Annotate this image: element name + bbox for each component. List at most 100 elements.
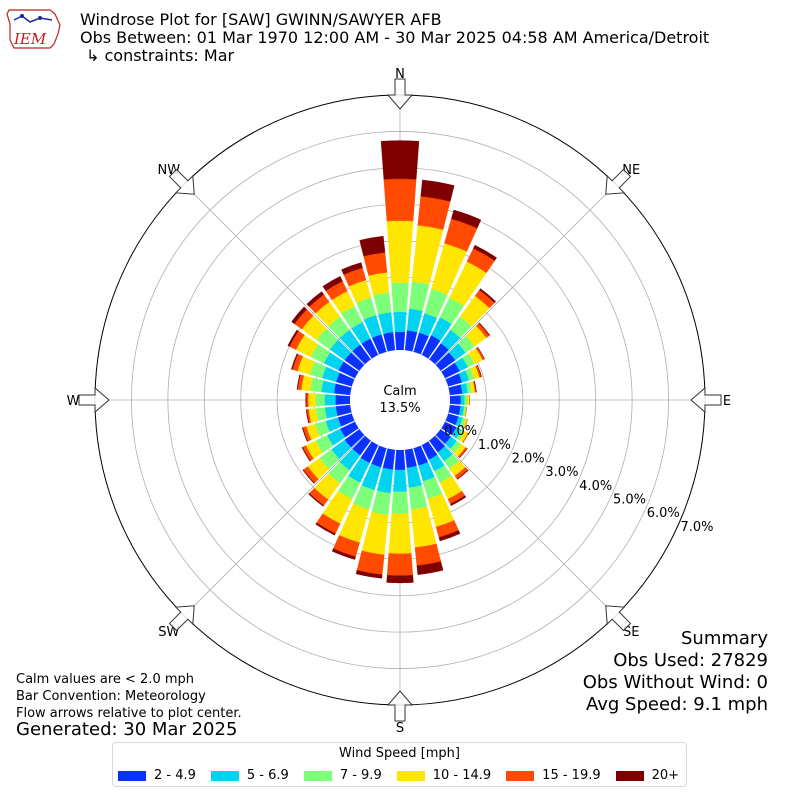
grid-spoke xyxy=(435,435,616,616)
grid-spoke xyxy=(184,184,365,365)
windrose-bar-180-1 xyxy=(393,469,407,493)
compass-label-se: SE xyxy=(623,625,639,640)
grid-spoke xyxy=(435,184,616,365)
calm-note: Calm values are < 2.0 mph xyxy=(16,672,195,687)
windrose-bar-270-3 xyxy=(307,393,316,407)
windrose-bar-280-5 xyxy=(296,374,301,390)
windrose-bar-260-5 xyxy=(305,409,310,424)
flow-arrow-sw xyxy=(168,605,195,632)
windrose-bar-40-5 xyxy=(479,288,497,303)
windrose-bar-240-5 xyxy=(301,446,311,462)
legend-label: 7 - 9.9 xyxy=(339,768,382,783)
legend-item-2: 7 - 9.9 xyxy=(303,768,382,783)
windrose-bar-340-5 xyxy=(341,262,363,275)
compass-label-w: W xyxy=(67,394,80,409)
windrose-bar-150-5 xyxy=(450,495,467,506)
radial-tick-label: 0.0% xyxy=(444,424,477,439)
windrose-bar-170-2 xyxy=(408,485,428,510)
legend-label: 20+ xyxy=(651,768,680,783)
flow-arrow-e xyxy=(690,386,722,414)
windrose-bar-0-3 xyxy=(386,220,414,284)
windrose-bar-250-5 xyxy=(301,427,309,442)
windrose-bar-90-2 xyxy=(464,394,468,406)
legend-swatch xyxy=(396,770,425,781)
legend-item-0: 2 - 4.9 xyxy=(118,768,196,783)
windrose-bar-10-2 xyxy=(409,281,430,312)
windrose-bar-220-5 xyxy=(308,493,325,507)
windrose-bar-180-2 xyxy=(391,491,409,514)
windrose-bar-350-3 xyxy=(368,272,390,296)
windrose-bar-110-4 xyxy=(463,418,468,430)
radial-tick-label: 7.0% xyxy=(680,520,713,535)
windrose-bar-270-2 xyxy=(315,393,325,407)
summary-obs-without-wind: Obs Without Wind: 0 xyxy=(582,672,768,693)
summary-obs-used: Obs Used: 27829 xyxy=(613,650,768,671)
legend-swatch xyxy=(118,770,146,781)
legend-label: 15 - 19.9 xyxy=(542,768,601,783)
logo-text: IEM xyxy=(13,30,47,48)
flow-arrow-se xyxy=(605,605,632,632)
compass-label-e: E xyxy=(723,394,731,409)
legend-items: 2 - 4.9 5 - 6.9 7 - 9.9 10 - 14.9 15 - 19.9 2… xyxy=(118,768,694,783)
legend: Wind Speed [mph] 2 - 4.9 5 - 6.9 7 - 9.9 10… xyxy=(112,742,687,787)
legend-item-1: 5 - 6.9 xyxy=(210,768,289,783)
windrose-bar-140-5 xyxy=(456,469,469,480)
windrose-bar-0-0 xyxy=(394,331,406,351)
legend-swatch xyxy=(303,770,332,781)
windrose-bar-90-1 xyxy=(460,395,465,405)
legend-item-4: 15 - 19.9 xyxy=(506,768,601,783)
windrose-bar-190-5 xyxy=(355,570,383,579)
legend-item-5: 20+ xyxy=(615,768,680,783)
compass-label-s: S xyxy=(396,721,404,736)
windrose-bar-170-5 xyxy=(416,561,444,575)
flow-arrow-w xyxy=(78,386,110,414)
compass-label-n: N xyxy=(395,67,405,82)
windrose-bar-20-5 xyxy=(451,209,482,229)
summary-avg-speed: Avg Speed: 9.1 mph xyxy=(586,694,768,715)
iem-logo: IEM xyxy=(6,9,61,49)
windrose-bar-0-2 xyxy=(391,282,409,313)
windrose-bar-50-5 xyxy=(478,322,491,336)
windrose-bar-0-4 xyxy=(383,178,417,222)
windrose-bar-210-5 xyxy=(315,522,336,536)
windrose-bar-120-4 xyxy=(462,432,469,444)
windrose-bar-0-5 xyxy=(380,140,420,180)
windrose-bar-310-5 xyxy=(291,306,307,325)
generated-date: Generated: 30 Mar 2025 xyxy=(16,719,238,740)
windrose-bar-90-4 xyxy=(468,394,470,406)
windrose-bar-160-5 xyxy=(438,530,461,542)
legend-swatch xyxy=(615,770,644,781)
windrose-bar-330-5 xyxy=(322,276,343,292)
windrose-bar-170-1 xyxy=(406,465,422,488)
windrose-bar-270-4 xyxy=(306,392,309,408)
flow-arrow-nw xyxy=(168,168,195,195)
windrose-bar-260-0 xyxy=(335,404,352,417)
summary-block: Summary Obs Used: 27829 Obs Without Wind… xyxy=(583,628,768,716)
windrose-bar-80-0 xyxy=(448,384,463,396)
chart-constraints: ↳ constraints: Mar xyxy=(86,46,235,65)
flow-arrow-n xyxy=(386,78,414,110)
chart-title: Windrose Plot for [SAW] GWINN/SAWYER AFB xyxy=(80,10,442,29)
windrose-bar-130-5 xyxy=(459,448,468,459)
legend-title: Wind Speed [mph] xyxy=(339,746,460,761)
legend-swatch xyxy=(210,770,239,781)
windrose-bar-180-4 xyxy=(386,553,414,576)
windrose-bar-270-0 xyxy=(335,395,351,405)
windrose-bar-270-1 xyxy=(324,394,336,406)
radial-tick-label: 3.0% xyxy=(545,465,578,480)
legend-label: 2 - 4.9 xyxy=(154,768,196,783)
windrose-bar-60-5 xyxy=(477,346,485,360)
calm-disk xyxy=(350,350,450,450)
windrose-bar-10-4 xyxy=(417,196,451,230)
windrose-bar-270-5 xyxy=(305,392,307,408)
legend-swatch xyxy=(506,770,535,781)
windrose-bar-350-4 xyxy=(363,252,388,276)
windrose-bar-200-5 xyxy=(331,548,356,560)
windrose-bar-190-2 xyxy=(371,490,391,516)
windrose-bar-30-5 xyxy=(473,244,497,261)
windrose-bar-320-5 xyxy=(306,291,325,307)
windrose-bar-90-3 xyxy=(467,394,470,406)
compass-label-sw: SW xyxy=(158,625,179,640)
notes-block: Calm values are < 2.0 mph Bar Convention… xyxy=(16,671,242,722)
summary-heading: Summary xyxy=(681,628,768,649)
